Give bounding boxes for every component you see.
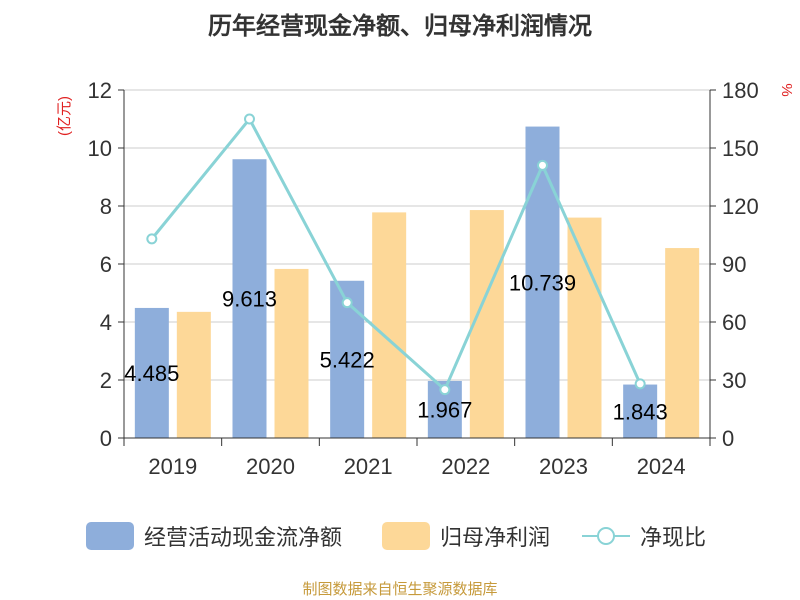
legend-swatch-profit bbox=[382, 522, 430, 550]
legend: 经营活动现金流净额 归母净利润 净现比 bbox=[0, 516, 800, 556]
bar-value-label: 9.613 bbox=[222, 287, 277, 312]
bar-profit bbox=[567, 217, 602, 438]
bar-value-label: 4.485 bbox=[124, 361, 179, 386]
legend-item-ratio[interactable]: 净现比 bbox=[582, 516, 706, 556]
legend-swatch-cashflow bbox=[86, 522, 134, 550]
right-tick-label: 60 bbox=[722, 310, 746, 335]
left-axis-unit: (亿元) bbox=[56, 96, 73, 136]
left-tick-label: 6 bbox=[100, 252, 112, 277]
bar-value-label: 5.422 bbox=[320, 347, 375, 372]
x-tick-label: 2023 bbox=[539, 454, 588, 479]
legend-label-cashflow: 经营活动现金流净额 bbox=[144, 526, 343, 551]
right-axis-unit: % bbox=[778, 83, 795, 96]
x-tick-label: 2020 bbox=[246, 454, 295, 479]
left-tick-label: 0 bbox=[100, 426, 112, 451]
bar-value-labels: 4.485 9.613 5.422 1.967 10.739 1.843 bbox=[124, 270, 667, 424]
ratio-point bbox=[439, 384, 451, 396]
ratio-point bbox=[146, 233, 158, 245]
bar-cashflow bbox=[623, 384, 658, 438]
ratio-point bbox=[537, 159, 548, 171]
right-tick-label: 0 bbox=[722, 426, 734, 451]
bar-profit bbox=[665, 248, 700, 438]
x-tick-label: 2021 bbox=[344, 454, 393, 479]
bar-cashflow bbox=[232, 159, 267, 438]
x-tick-label: 2022 bbox=[441, 454, 490, 479]
legend-label-profit: 归母净利润 bbox=[440, 526, 551, 551]
bar-value-label: 1.967 bbox=[417, 397, 472, 422]
bar-cashflow bbox=[134, 307, 169, 438]
ratio-line-layer bbox=[146, 113, 646, 396]
legend-item-profit[interactable]: 归母净利润 bbox=[382, 516, 550, 556]
bar-value-label: 1.843 bbox=[613, 399, 668, 424]
x-tick-label: 2024 bbox=[637, 454, 686, 479]
legend-item-cashflow[interactable]: 经营活动现金流净额 bbox=[86, 516, 342, 556]
x-tick-label: 2019 bbox=[148, 454, 197, 479]
legend-line-ratio-icon bbox=[582, 522, 630, 550]
right-tick-label: 30 bbox=[722, 368, 746, 393]
chart-title: 历年经营现金净额、归母净利润情况 bbox=[208, 12, 592, 40]
source-note: 制图数据来自恒生聚源数据库 bbox=[302, 580, 498, 598]
left-tick-label: 2 bbox=[100, 368, 112, 393]
right-tick-label: 150 bbox=[722, 136, 759, 161]
grid-lines bbox=[124, 89, 710, 381]
bar-cashflow bbox=[525, 126, 560, 438]
ratio-point bbox=[244, 113, 255, 125]
left-tick-label: 12 bbox=[88, 78, 112, 103]
right-tick-label: 90 bbox=[722, 252, 746, 277]
bar-profit bbox=[274, 268, 309, 438]
right-tick-label: 120 bbox=[722, 194, 759, 219]
left-tick-label: 4 bbox=[100, 310, 112, 335]
right-tick-label: 180 bbox=[722, 78, 759, 103]
ratio-line bbox=[150, 116, 642, 393]
ratio-point bbox=[634, 378, 646, 390]
bars-layer bbox=[134, 126, 700, 438]
ratio-point bbox=[341, 297, 353, 309]
bar-value-label: 10.739 bbox=[509, 270, 576, 295]
bar-profit bbox=[176, 311, 211, 438]
bar-profit bbox=[372, 212, 407, 438]
bar-profit bbox=[469, 210, 504, 438]
left-tick-label: 8 bbox=[100, 194, 112, 219]
left-tick-label: 10 bbox=[88, 136, 112, 161]
legend-label-ratio: 净现比 bbox=[640, 526, 707, 551]
